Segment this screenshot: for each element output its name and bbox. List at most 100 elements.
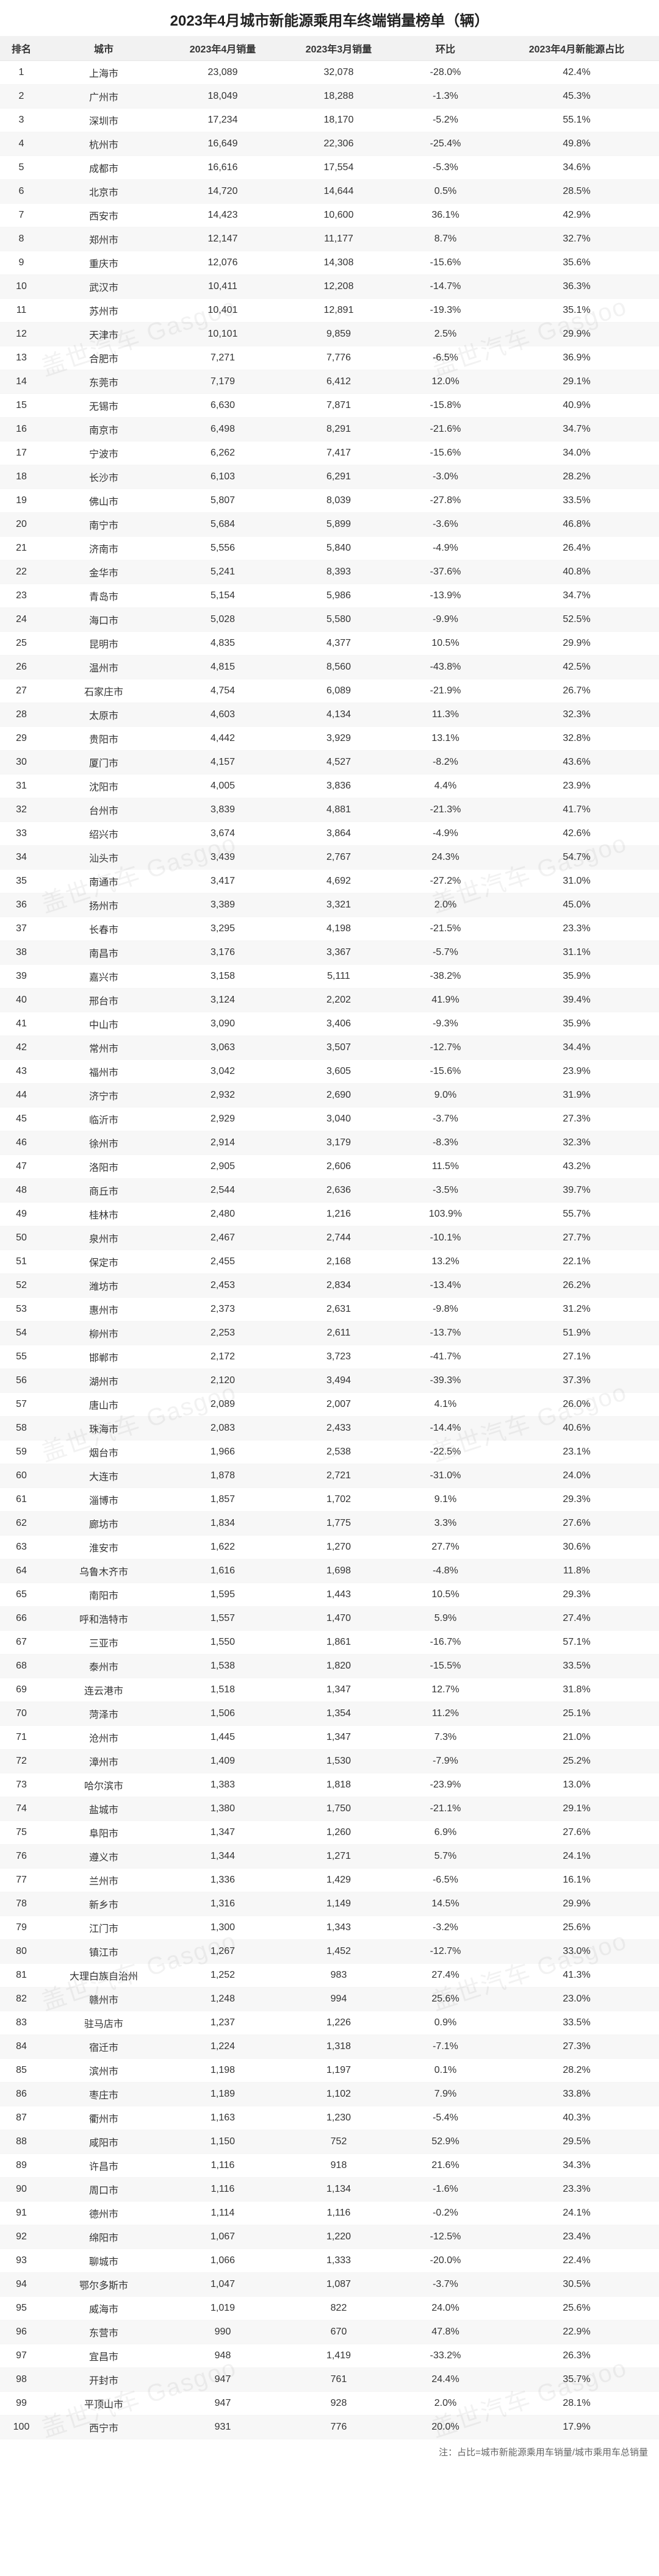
table-cell: 厦门市 [43,750,165,774]
table-cell: 88 [0,2130,43,2153]
table-cell: 34.7% [494,417,659,441]
table-cell: 36 [0,893,43,917]
table-cell: 1,857 [165,1487,281,1511]
table-cell: 扬州市 [43,893,165,917]
table-cell: 2,834 [281,1273,397,1297]
table-cell: 42 [0,1036,43,1059]
table-cell: 1,834 [165,1511,281,1535]
table-cell: 994 [281,1987,397,2011]
table-cell: 33 [0,821,43,845]
table-cell: 1,383 [165,1773,281,1797]
table-cell: 57.1% [494,1630,659,1654]
table-cell: 驻马店市 [43,2011,165,2034]
table-cell: 96 [0,2320,43,2344]
table-cell: 35.1% [494,298,659,322]
table-row: 18长沙市6,1036,291-3.0%28.2% [0,465,659,488]
table-cell: -5.2% [397,108,494,132]
table-cell: 16.1% [494,1868,659,1892]
table-cell: 32.7% [494,227,659,251]
table-cell: 47.8% [397,2320,494,2344]
table-row: 32台州市3,8394,881-21.3%41.7% [0,798,659,821]
table-cell: 55.1% [494,108,659,132]
table-cell: 947 [165,2367,281,2391]
table-row: 76遵义市1,3441,2715.7%24.1% [0,1844,659,1868]
table-cell: -39.3% [397,1368,494,1392]
table-cell: 12.7% [397,1678,494,1701]
table-cell: -3.5% [397,1178,494,1202]
table-row: 72漳州市1,4091,530-7.9%25.2% [0,1749,659,1773]
table-cell: -14.7% [397,274,494,298]
table-cell: 滨州市 [43,2058,165,2082]
table-cell: 1,198 [165,2058,281,2082]
table-cell: 5,840 [281,536,397,560]
table-cell: 33.5% [494,2011,659,2034]
table-cell: 1,409 [165,1749,281,1773]
table-cell: 10,101 [165,322,281,346]
table-cell: 20 [0,512,43,536]
table-cell: 1,116 [281,2201,397,2225]
table-cell: 30.6% [494,1535,659,1559]
table-cell: 2,120 [165,1368,281,1392]
table-cell: 12.0% [397,370,494,393]
table-cell: 27.6% [494,1511,659,1535]
table-row: 17宁波市6,2627,417-15.6%34.0% [0,441,659,465]
table-row: 40邢台市3,1242,20241.9%39.4% [0,988,659,1012]
table-cell: 2,914 [165,1131,281,1154]
table-cell: 南京市 [43,417,165,441]
table-cell: 1 [0,60,43,84]
table-cell: 92 [0,2225,43,2249]
table-cell: -15.6% [397,1059,494,1083]
table-cell: 31.0% [494,869,659,893]
table-header: 排名 城市 2023年4月销量 2023年3月销量 环比 2023年4月新能源占… [0,36,659,60]
table-cell: 阜阳市 [43,1820,165,1844]
table-row: 92绵阳市1,0671,220-12.5%23.4% [0,2225,659,2249]
table-cell: 镇江市 [43,1939,165,1963]
table-cell: 23.4% [494,2225,659,2249]
table-cell: 济南市 [43,536,165,560]
table-cell: 4.1% [397,1392,494,1416]
table-cell: 2,767 [281,845,397,869]
table-row: 62廊坊市1,8341,7753.3%27.6% [0,1511,659,1535]
table-cell: 2,083 [165,1416,281,1440]
table-cell: 1,102 [281,2082,397,2106]
table-cell: -3.7% [397,2272,494,2296]
table-cell: -3.7% [397,1107,494,1131]
table-cell: 周口市 [43,2177,165,2201]
table-cell: 32,078 [281,60,397,84]
table-cell: 6,291 [281,465,397,488]
table-cell: 35 [0,869,43,893]
table-cell: 4,157 [165,750,281,774]
table-cell: 保定市 [43,1250,165,1273]
table-cell: 5,899 [281,512,397,536]
table-cell: -15.8% [397,393,494,417]
table-cell: 21 [0,536,43,560]
table-cell: 1,354 [281,1701,397,1725]
table-row: 75阜阳市1,3471,2606.9%27.6% [0,1820,659,1844]
table-cell: -31.0% [397,1464,494,1487]
table-cell: 1,067 [165,2225,281,2249]
table-cell: 昆明市 [43,631,165,655]
table-cell: 0.5% [397,179,494,203]
table-cell: 87 [0,2106,43,2130]
table-cell: 1,347 [281,1725,397,1749]
table-cell: 3,605 [281,1059,397,1083]
table-cell: 29.1% [494,370,659,393]
table-cell: 16,649 [165,132,281,156]
table-cell: 10.5% [397,1583,494,1606]
table-cell: 汕头市 [43,845,165,869]
ranking-table: 排名 城市 2023年4月销量 2023年3月销量 环比 2023年4月新能源占… [0,36,659,2439]
table-row: 21济南市5,5565,840-4.9%26.4% [0,536,659,560]
col-rank: 排名 [0,36,43,60]
table-cell: 24.4% [397,2367,494,2391]
table-row: 71沧州市1,4451,3477.3%21.0% [0,1725,659,1749]
table-cell: 51 [0,1250,43,1273]
table-cell: 兰州市 [43,1868,165,1892]
table-row: 58珠海市2,0832,433-14.4%40.6% [0,1416,659,1440]
table-body: 1上海市23,08932,078-28.0%42.4%2广州市18,04918,… [0,60,659,2439]
table-cell: 1,595 [165,1583,281,1606]
table-row: 66呼和浩特市1,5571,4705.9%27.4% [0,1606,659,1630]
table-cell: 24.0% [397,2296,494,2320]
table-row: 47洛阳市2,9052,60611.5%43.2% [0,1154,659,1178]
table-cell: -27.8% [397,488,494,512]
table-cell: 41 [0,1012,43,1036]
